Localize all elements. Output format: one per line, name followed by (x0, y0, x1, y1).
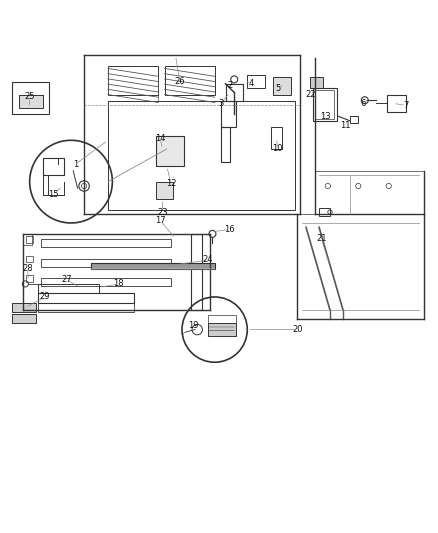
Text: 10: 10 (272, 144, 283, 154)
Bar (41, 278, 171, 286)
Text: 15: 15 (48, 190, 59, 199)
Text: 4: 4 (249, 79, 254, 88)
Bar (221, 127, 230, 162)
Bar (313, 88, 336, 120)
Bar (41, 259, 171, 266)
Text: 22: 22 (305, 90, 316, 99)
Text: 23: 23 (157, 207, 168, 216)
Text: 18: 18 (113, 279, 124, 288)
Text: 7: 7 (403, 101, 409, 110)
Bar (43, 175, 48, 195)
Text: 5: 5 (275, 84, 280, 93)
Bar (39, 293, 134, 303)
Text: 6: 6 (360, 99, 365, 108)
Bar (315, 90, 334, 118)
Text: 14: 14 (155, 134, 166, 143)
Bar (19, 94, 43, 108)
Bar (156, 136, 184, 166)
Bar (91, 263, 215, 269)
Bar (271, 127, 282, 149)
Text: 21: 21 (316, 233, 326, 243)
Text: 25: 25 (25, 92, 35, 101)
Bar (41, 239, 171, 247)
Text: 17: 17 (155, 216, 166, 225)
Bar (208, 323, 237, 336)
Bar (311, 77, 323, 88)
Text: 26: 26 (174, 77, 185, 86)
Text: 13: 13 (320, 112, 331, 121)
Bar (108, 66, 158, 94)
Text: 2: 2 (227, 82, 233, 91)
Bar (165, 66, 215, 94)
Bar (39, 284, 99, 293)
Bar (156, 182, 173, 199)
Bar (12, 313, 36, 323)
Bar (26, 256, 33, 262)
Bar (247, 75, 265, 88)
Bar (273, 77, 291, 94)
Bar (43, 158, 64, 175)
Bar (108, 101, 295, 210)
Bar (23, 234, 32, 245)
Text: 3: 3 (219, 99, 224, 108)
Bar (208, 315, 237, 323)
Text: 19: 19 (187, 321, 198, 330)
Bar (12, 303, 36, 312)
Text: 24: 24 (203, 255, 213, 264)
Bar (26, 236, 33, 243)
Text: 12: 12 (166, 179, 177, 188)
Text: 1: 1 (73, 160, 78, 169)
Bar (26, 275, 33, 282)
Text: 27: 27 (61, 275, 72, 284)
Text: 11: 11 (340, 120, 350, 130)
Bar (319, 208, 330, 216)
Text: 20: 20 (292, 325, 303, 334)
Bar (226, 84, 243, 101)
Text: 16: 16 (225, 225, 235, 234)
Bar (350, 116, 358, 123)
Text: 28: 28 (22, 264, 33, 273)
Text: 29: 29 (40, 293, 50, 302)
Bar (191, 234, 201, 310)
Bar (221, 101, 237, 127)
Bar (12, 82, 49, 114)
Bar (39, 303, 134, 312)
Bar (387, 94, 406, 112)
